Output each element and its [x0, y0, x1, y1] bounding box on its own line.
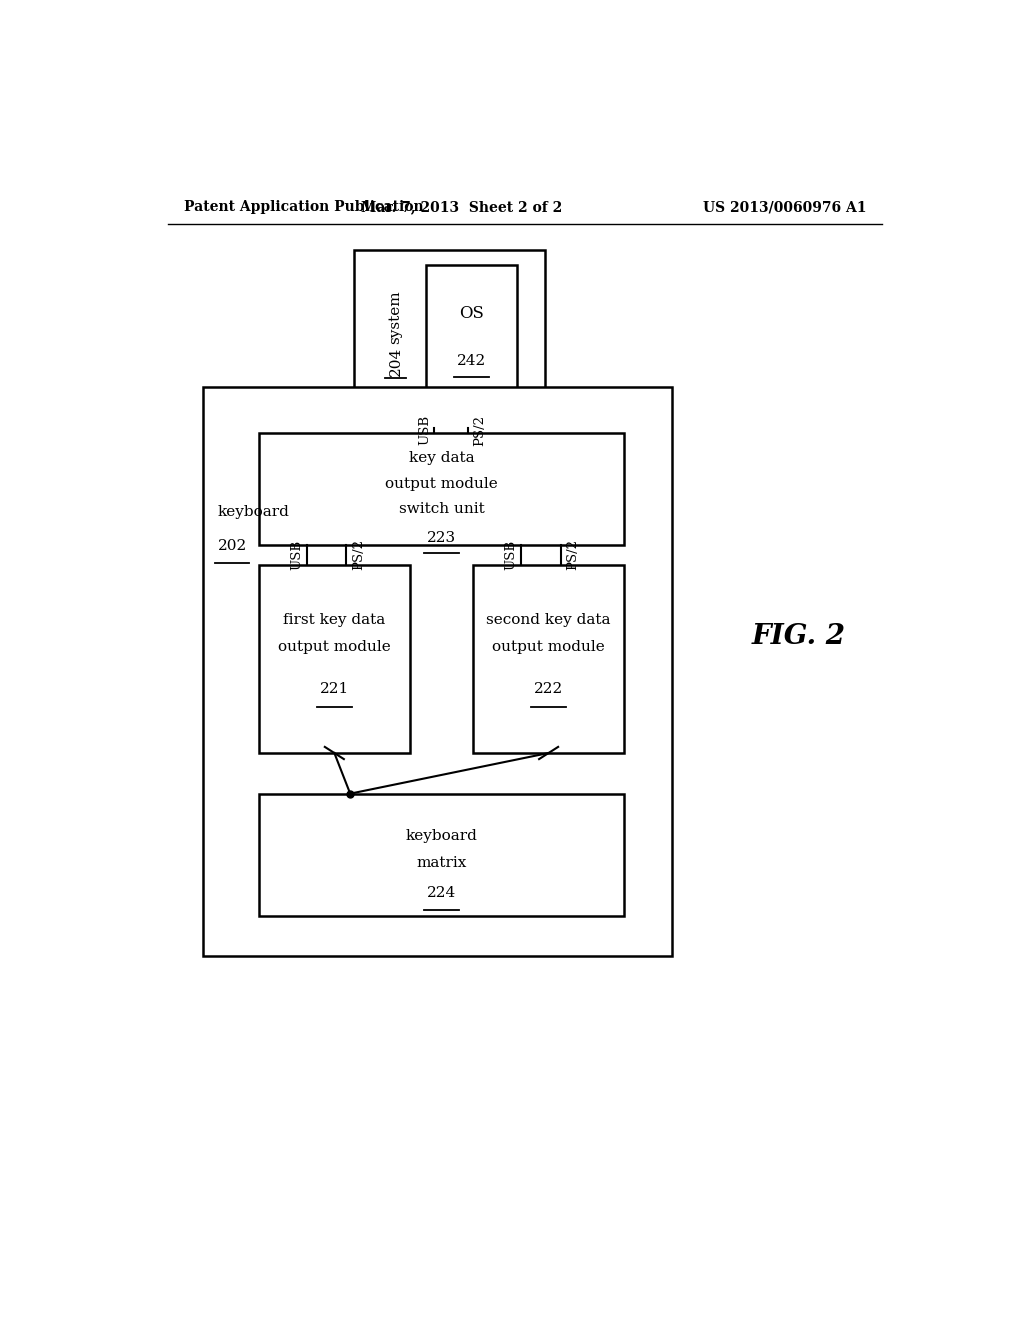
- Text: 242: 242: [457, 354, 485, 368]
- Text: 202: 202: [218, 539, 247, 553]
- Text: 223: 223: [427, 531, 456, 545]
- Text: key data: key data: [409, 451, 474, 465]
- Text: output module: output module: [385, 477, 498, 491]
- Text: first key data: first key data: [284, 614, 385, 627]
- Text: PS/2: PS/2: [566, 540, 580, 570]
- Text: keyboard: keyboard: [406, 829, 477, 843]
- Text: second key data: second key data: [486, 614, 611, 627]
- Text: FIG. 2: FIG. 2: [752, 623, 846, 649]
- Text: Patent Application Publication: Patent Application Publication: [183, 201, 423, 214]
- Bar: [473, 565, 624, 752]
- Text: Mar. 7, 2013  Sheet 2 of 2: Mar. 7, 2013 Sheet 2 of 2: [360, 201, 562, 214]
- Text: 204: 204: [388, 347, 402, 376]
- Text: 222: 222: [534, 682, 563, 697]
- Bar: [354, 249, 545, 428]
- Bar: [259, 793, 624, 916]
- Text: USB: USB: [291, 540, 303, 570]
- Bar: [204, 387, 672, 956]
- Text: OS: OS: [459, 305, 483, 322]
- Bar: [426, 265, 517, 412]
- Text: US 2013/0060976 A1: US 2013/0060976 A1: [702, 201, 866, 214]
- Bar: [259, 433, 624, 545]
- Text: PS/2: PS/2: [473, 414, 486, 446]
- Text: PS/2: PS/2: [352, 540, 365, 570]
- Bar: [259, 565, 410, 752]
- Text: USB: USB: [505, 540, 518, 570]
- Text: output module: output module: [493, 640, 605, 653]
- Text: switch unit: switch unit: [398, 502, 484, 516]
- Text: 224: 224: [427, 886, 456, 900]
- Text: 221: 221: [319, 682, 349, 697]
- Text: system: system: [388, 290, 402, 343]
- Text: output module: output module: [278, 640, 391, 653]
- Text: keyboard: keyboard: [218, 506, 290, 519]
- Text: USB: USB: [418, 416, 431, 445]
- Text: matrix: matrix: [417, 855, 467, 870]
